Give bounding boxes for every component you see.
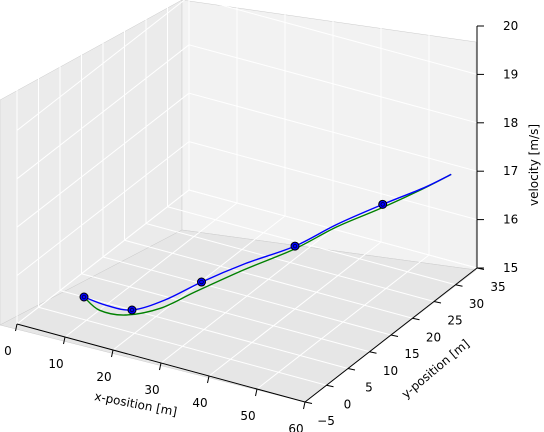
- grid-line-z-back: [188, 92, 478, 172]
- y-tick-label: 5: [365, 381, 373, 395]
- y-tick: [390, 334, 399, 337]
- z-tick-label: 19: [503, 67, 518, 81]
- y-tick-label: 20: [426, 330, 441, 344]
- y-tick: [326, 384, 334, 388]
- z-tick-label: 20: [503, 19, 518, 33]
- y-tick-label: 10: [383, 364, 398, 378]
- y-tick: [347, 368, 356, 371]
- x-tick: [111, 349, 114, 358]
- waypoint-marker: [290, 241, 300, 251]
- z-tick-label: 17: [503, 164, 518, 178]
- x-tick-label: 40: [192, 396, 207, 410]
- x-tick: [63, 336, 66, 345]
- series-line-green: [83, 173, 452, 316]
- waypoint-marker-center: [199, 279, 204, 285]
- grid-line-z-back: [379, 0, 478, 27]
- x-tick: [159, 362, 162, 371]
- y-tick-label: 0: [344, 397, 352, 411]
- series-line-blue: [83, 173, 452, 311]
- waypoint-marker-center: [380, 202, 385, 207]
- grid-line-z-back: [188, 141, 478, 221]
- x-tick: [15, 323, 18, 332]
- y-tick: [304, 401, 313, 404]
- x-tick-label: 0: [4, 344, 12, 358]
- grid-line-z-side: [16, 189, 190, 325]
- x-tick-label: 20: [96, 370, 111, 384]
- z-axis-label: velocity [m/s]: [527, 124, 541, 206]
- z-tick-label: 16: [503, 213, 518, 227]
- z-tick-label: 15: [503, 261, 518, 275]
- x-tick: [207, 375, 210, 384]
- waypoint-marker: [197, 277, 206, 287]
- y-tick-label: 25: [447, 314, 462, 328]
- y-tick: [433, 301, 442, 304]
- x-tick: [303, 401, 306, 410]
- x-tick-label: 60: [288, 422, 303, 432]
- grid-line-y-floor: [145, 223, 435, 302]
- grid-line-y-floor: [102, 256, 392, 336]
- x-tick: [255, 388, 258, 397]
- x-tick-label: 30: [144, 383, 159, 397]
- x-tick-label: 10: [48, 357, 63, 371]
- waypoint-marker: [378, 199, 388, 209]
- grid-line-y-floor: [124, 239, 413, 319]
- grid-lines: [16, 0, 478, 403]
- y-tick-label: 30: [469, 297, 484, 311]
- grid-line-z-side: [16, 44, 190, 180]
- grid-line-z-side: [16, 92, 190, 228]
- grid-line-y-floor: [59, 290, 349, 369]
- waypoint-marker-center: [81, 294, 87, 300]
- grid-line-z-side: [16, 141, 190, 276]
- y-tick-label: 35: [490, 280, 505, 294]
- grid-line-z-side: [16, 0, 186, 131]
- waypoint-marker: [79, 292, 89, 302]
- grid-line-y-floor: [38, 306, 327, 386]
- y-tick: [412, 317, 420, 321]
- y-tick-label: −5: [317, 414, 335, 428]
- grid-line-z-back: [200, 0, 478, 75]
- y-tick: [369, 351, 377, 354]
- waypoint-marker-center: [292, 243, 298, 249]
- y-tick-label: 15: [404, 347, 419, 361]
- tick-marks: [15, 25, 485, 410]
- grid-line-y-floor: [167, 206, 456, 286]
- z-tick-label: 18: [503, 116, 518, 130]
- grid-line-z-back: [188, 44, 478, 124]
- tick-labels: 0102030405060−50510152025303515161718192…: [4, 19, 518, 432]
- grid-line-z-side: [16, 0, 124, 83]
- grid-line-y-floor: [81, 273, 370, 353]
- series-lines: [83, 173, 452, 316]
- waypoint-marker: [127, 305, 137, 315]
- pane-yz-back: [181, 0, 477, 271]
- waypoint-marker-center: [129, 307, 135, 313]
- y-tick: [455, 284, 463, 287]
- x-axis-label: x-position [m]: [93, 389, 178, 419]
- x-tick-label: 50: [240, 409, 255, 423]
- waypoint-markers: [79, 199, 388, 315]
